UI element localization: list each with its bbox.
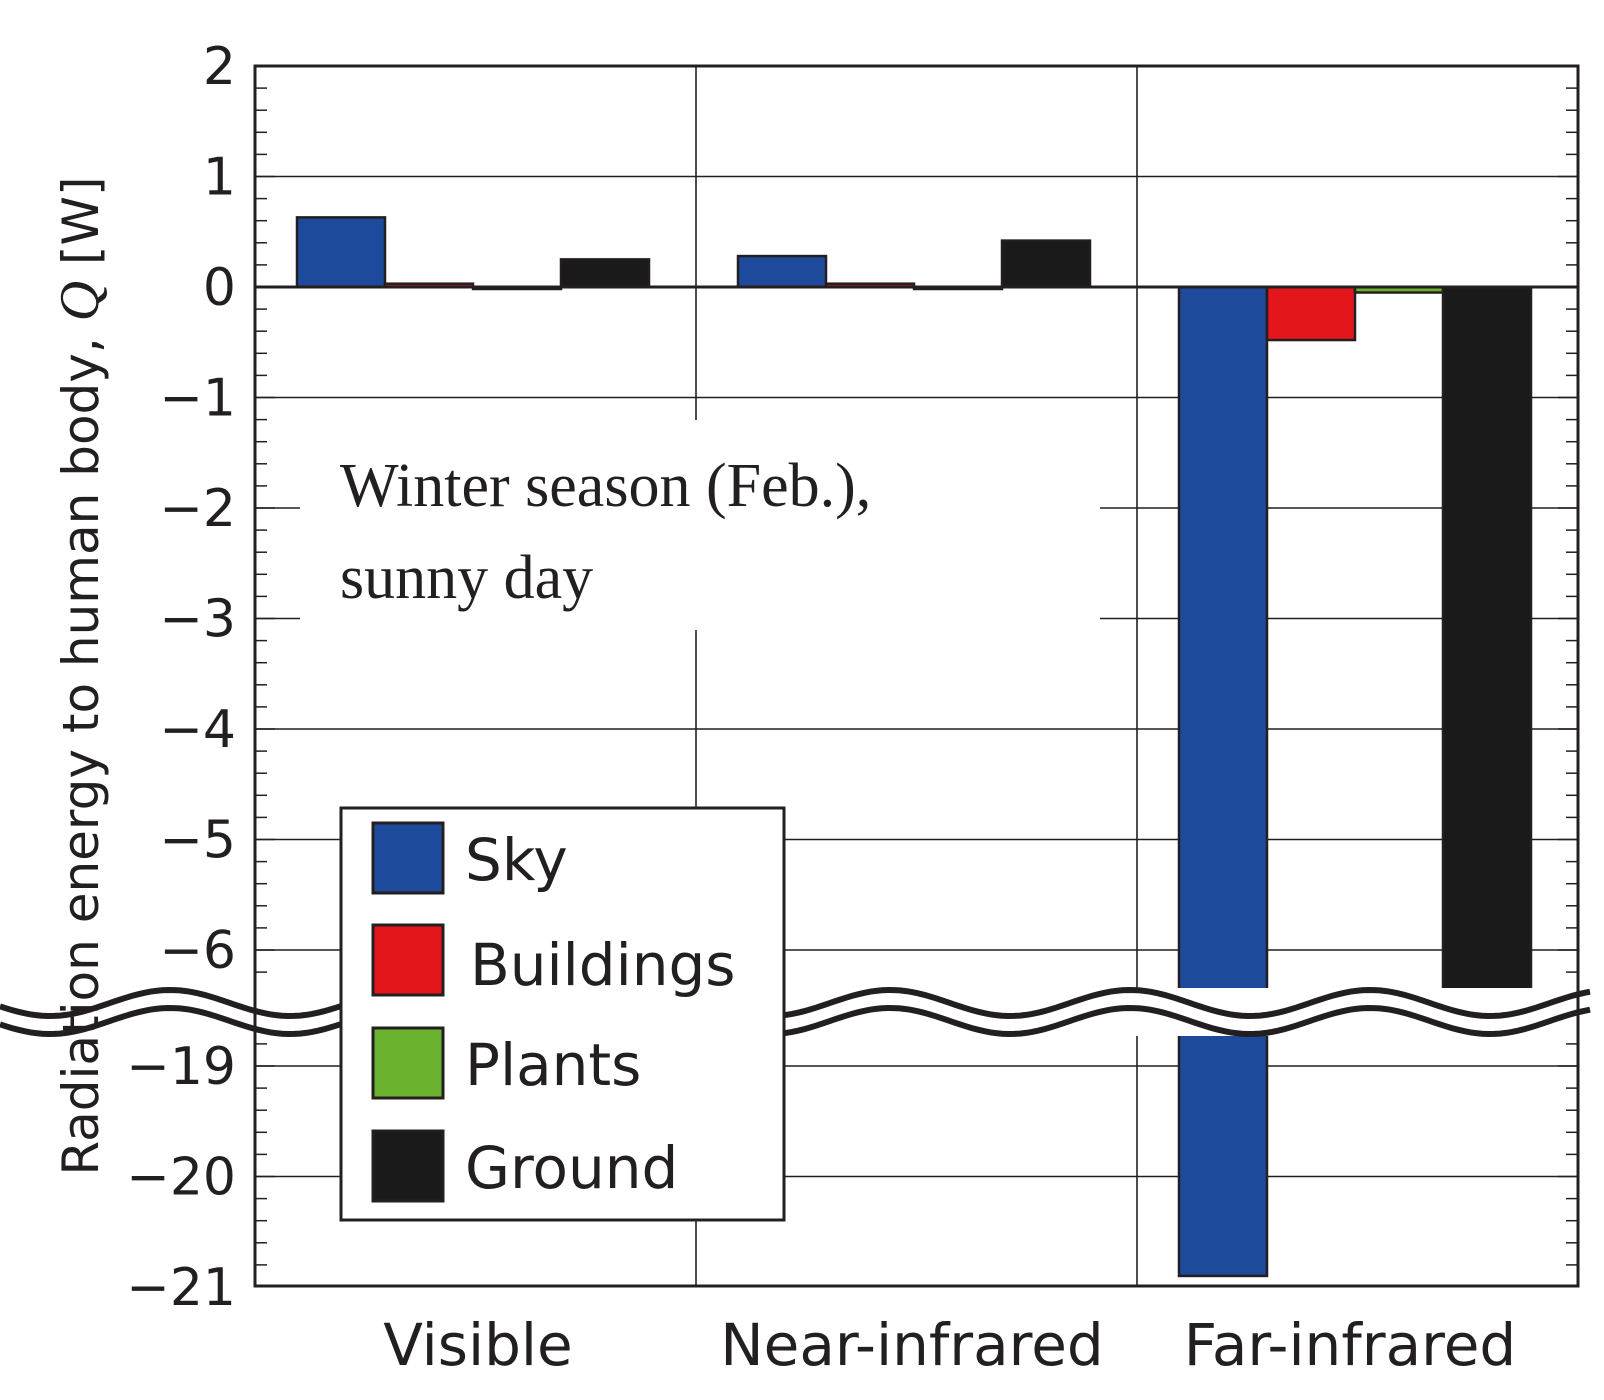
axis-break: [0, 986, 1604, 1038]
y-tick-label: 1: [203, 148, 236, 208]
y-tick-label: −1: [159, 369, 236, 429]
legend-swatch-buildings: [371, 923, 445, 997]
y-tick-label: −3: [159, 590, 236, 650]
y-tick-label: −6: [159, 921, 236, 981]
minor-ticks: [255, 87, 1578, 1266]
legend-swatch-ground: [371, 1129, 445, 1203]
axis-break-wave-lower: [0, 1004, 1591, 1038]
y-tick-label: 0: [203, 258, 236, 318]
bars: [255, 216, 1578, 1278]
bar-ground-near-infrared: [1000, 239, 1092, 289]
x-category-label-visible: Visible: [383, 1311, 572, 1379]
legend-swatch-plants: [371, 1026, 445, 1100]
bar-ground-far-infrared: [1441, 285, 1533, 1007]
legend-label-ground: Ground: [465, 1134, 678, 1202]
legend-label-sky: Sky: [465, 826, 568, 894]
bar-sky-visible: [295, 216, 387, 289]
bar-buildings-far-infrared: [1265, 285, 1357, 342]
y-tick-label: 2: [203, 37, 236, 97]
x-category-label-near-infrared: Near-infrared: [720, 1311, 1103, 1379]
legend-swatch-sky: [371, 821, 445, 895]
annotation-box: Winter season (Feb.), sunny day: [300, 420, 1100, 630]
legend: Sky Buildings Plants Ground: [339, 806, 786, 1222]
legend-label-buildings: Buildings: [470, 931, 736, 999]
x-category-label-far-infrared: Far-infrared: [1184, 1311, 1516, 1379]
y-tick-labels: 2 1 0 −1 −2 −3 −4 −5 −6 −19 −20 −21: [126, 37, 236, 1318]
bar-sky-far-infrared: [1177, 285, 1269, 1278]
annotation-line-2: sunny day: [340, 544, 593, 612]
y-tick-label: −19: [126, 1037, 236, 1097]
bar-ground-visible: [559, 258, 651, 289]
legend-label-plants: Plants: [465, 1031, 641, 1099]
annotation-line-1: Winter season (Feb.),: [340, 452, 871, 520]
bar-sky-near-infrared: [736, 254, 828, 289]
y-tick-label: −20: [126, 1148, 236, 1208]
y-tick-label: −5: [159, 811, 236, 871]
y-axis-label: Radiation energy to human body, Q [W]: [49, 177, 111, 1176]
y-tick-label: −2: [159, 479, 236, 539]
plot-frame: [253, 64, 1580, 1288]
axis-break-wave-upper: [0, 986, 1591, 1020]
y-tick-label: −21: [126, 1258, 236, 1318]
y-tick-label: −4: [159, 700, 236, 760]
